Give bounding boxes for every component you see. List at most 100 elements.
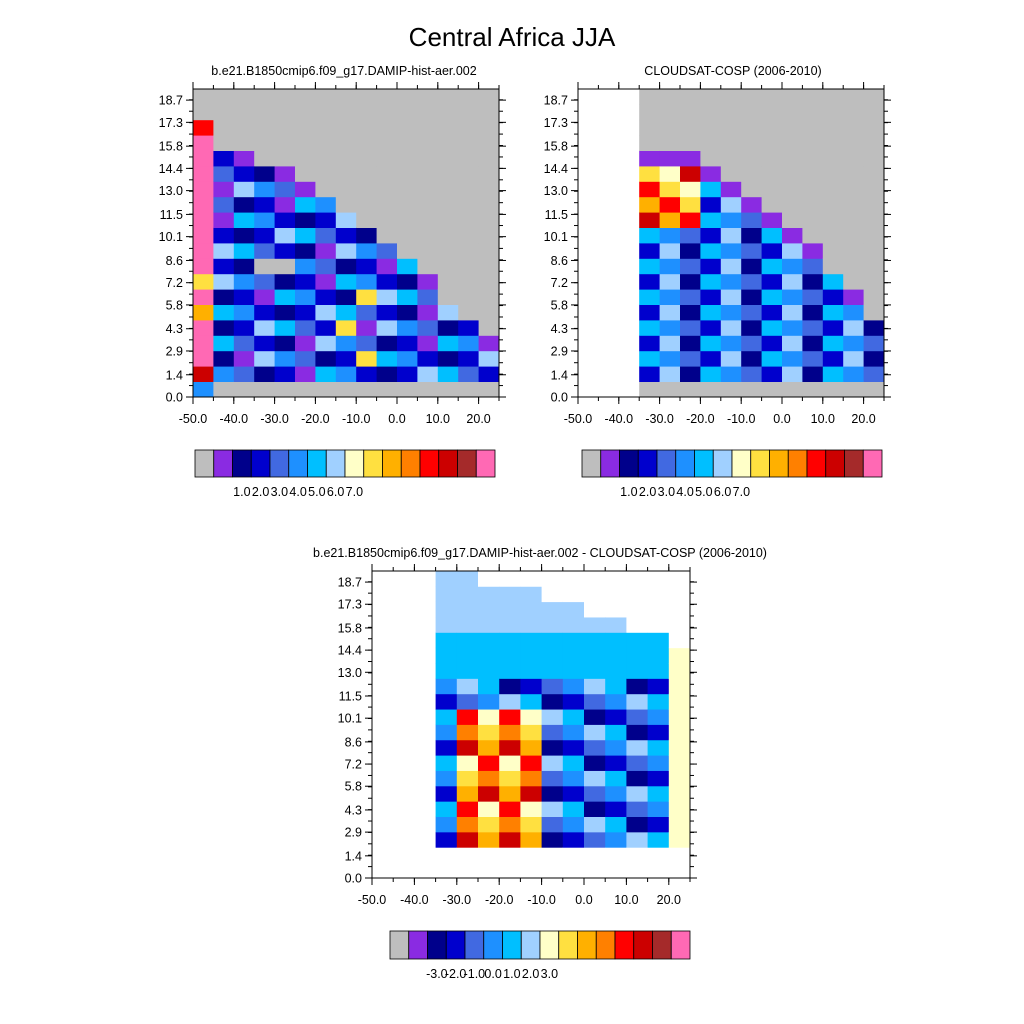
heatmap-cell (372, 770, 394, 787)
heatmap-cell (680, 289, 701, 305)
heatmap-cell (397, 150, 418, 167)
colorbar-swatch (307, 449, 327, 478)
heatmap-cell (335, 119, 357, 136)
heatmap-cell (274, 227, 296, 244)
heatmap-cell (618, 381, 640, 398)
heatmap-cell (578, 335, 599, 352)
y-tick-label: 10.1 (544, 230, 568, 244)
heatmap-cell (520, 663, 542, 679)
heatmap-cell (435, 816, 458, 833)
heatmap-cell (356, 320, 377, 336)
heatmap-cell (478, 289, 500, 305)
heatmap-cell (720, 150, 742, 167)
heatmap-cell (720, 366, 742, 382)
colorbar-swatch (438, 449, 458, 478)
x-tick-label: 10.0 (426, 412, 450, 426)
colorbar-label: -3.0 (426, 967, 448, 981)
heatmap-cell (315, 366, 337, 382)
heatmap-cell (843, 273, 864, 290)
heatmap-cell (822, 258, 844, 275)
heatmap-cell (578, 135, 599, 151)
heatmap-cell (437, 243, 459, 259)
heatmap-cell (478, 709, 500, 725)
heatmap-cell (562, 770, 585, 787)
heatmap-cell (193, 196, 214, 213)
heatmap-cell (659, 89, 681, 105)
heatmap-cell (478, 335, 500, 352)
y-tick-label: 1.4 (551, 368, 568, 382)
heatmap-cell (639, 258, 660, 275)
heatmap-cell (437, 366, 459, 382)
heatmap-cell (639, 350, 660, 367)
heatmap-cell (647, 663, 670, 679)
heatmap-cell (213, 350, 235, 367)
heatmap-cell (414, 601, 436, 618)
colorbar-swatch (558, 930, 578, 960)
heatmap-cell (598, 366, 620, 382)
heatmap-cell (376, 135, 398, 151)
heatmap-cell (254, 196, 275, 213)
heatmap-cell (414, 831, 436, 848)
heatmap-cell (478, 571, 500, 587)
heatmap-cell (335, 258, 357, 275)
heatmap-cell (598, 289, 620, 305)
heatmap-cell (417, 258, 439, 275)
heatmap-cell (578, 366, 599, 382)
heatmap-cell (397, 119, 418, 136)
heatmap-cell (233, 89, 255, 105)
heatmap-cell (626, 847, 648, 864)
heatmap-cell (541, 847, 564, 864)
heatmap-cell (782, 104, 803, 121)
heatmap-cell (335, 381, 357, 398)
heatmap-cell (376, 196, 398, 213)
heatmap-cell (295, 212, 316, 228)
heatmap-cell (193, 135, 214, 151)
heatmap-cell (499, 571, 521, 587)
heatmap-cell (193, 119, 214, 136)
colorbar-label: 4.0 (289, 485, 306, 499)
heatmap-cell (478, 258, 500, 275)
heatmap-cell (437, 135, 459, 151)
heatmap-cell (417, 273, 439, 290)
heatmap-cell (639, 320, 660, 336)
heatmap-cell (782, 119, 803, 136)
heatmap-cell (782, 135, 803, 151)
heatmap-cell (618, 150, 640, 167)
heatmap-cell (376, 166, 398, 182)
heatmap-cell (761, 166, 783, 182)
heatmap-cell (417, 166, 439, 182)
heatmap-cell (584, 785, 606, 802)
heatmap-cell (741, 166, 762, 182)
heatmap-cell (499, 755, 521, 771)
heatmap-cell (213, 227, 235, 244)
colorbar-swatch (502, 930, 522, 960)
heatmap-cell (315, 381, 337, 398)
colorbar-swatch (600, 449, 620, 478)
heatmap-cell (213, 181, 235, 198)
heatmap-cell (605, 601, 627, 618)
heatmap-cell (417, 243, 439, 259)
heatmap-cell (437, 227, 459, 244)
panel-1: b.e21.B1850cmip6.f09_g17.DAMIP-hist-aer.… (159, 64, 506, 499)
heatmap-cell (193, 273, 214, 290)
heatmap-cell (456, 586, 479, 603)
heatmap-cell (659, 227, 681, 244)
colorbar-swatch (344, 449, 365, 478)
heatmap-cell (499, 801, 521, 817)
heatmap-cell (659, 243, 681, 259)
heatmap-cell (822, 289, 844, 305)
heatmap-cell (626, 831, 648, 848)
heatmap-cell (458, 104, 479, 121)
heatmap-cell (458, 119, 479, 136)
heatmap-cell (499, 617, 521, 633)
heatmap-cell (741, 196, 762, 213)
x-tick-label: -30.0 (260, 412, 289, 426)
heatmap-cell (397, 304, 418, 321)
heatmap-cell (761, 289, 783, 305)
heatmap-cell (499, 647, 521, 664)
heatmap-cell (456, 770, 479, 787)
heatmap-cell (335, 289, 357, 305)
x-tick-label: 0.0 (773, 412, 790, 426)
heatmap-cell (720, 258, 742, 275)
heatmap-cell (700, 150, 722, 167)
